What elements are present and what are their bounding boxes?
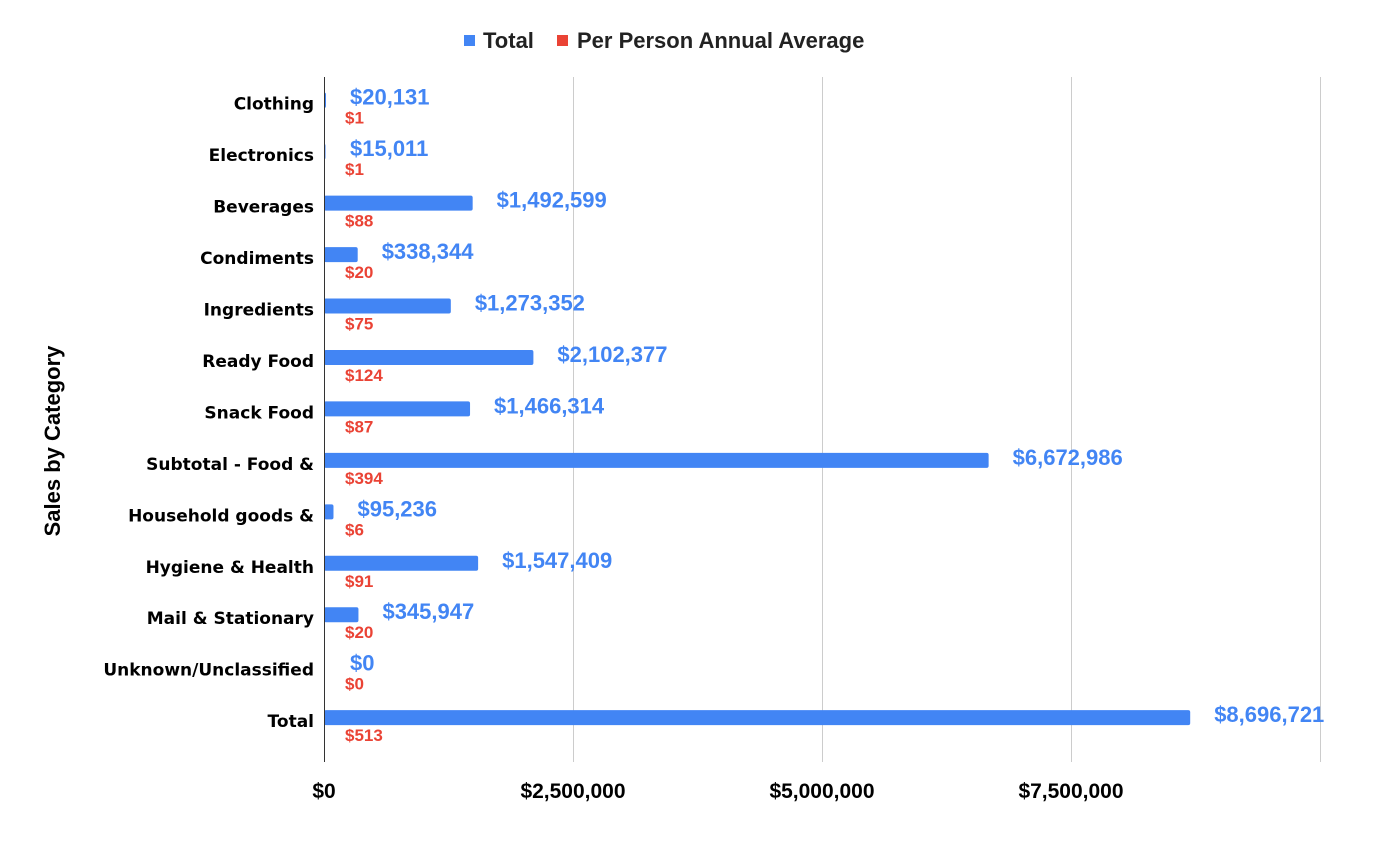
x-tick-label: $2,500,000 bbox=[520, 780, 625, 803]
data-label-per-person: $91 bbox=[345, 572, 373, 591]
data-label-per-person: $1 bbox=[345, 109, 364, 128]
bar-total bbox=[324, 401, 471, 417]
x-tick-labels: $0 $2,500,000 $5,000,000 $7,500,000 bbox=[312, 780, 1123, 803]
data-label-per-person: $1 bbox=[345, 160, 364, 179]
data-label-per-person: $75 bbox=[345, 315, 373, 334]
legend-label-total: Total bbox=[483, 28, 534, 53]
legend-label-per-person: Per Person Annual Average bbox=[577, 28, 864, 53]
category-labels: Clothing Electronics Beverages Condiments In… bbox=[103, 95, 314, 732]
data-label-per-person: $88 bbox=[345, 212, 373, 231]
data-label-per-person: $6 bbox=[345, 520, 364, 539]
category-label: Ready Food bbox=[202, 352, 314, 372]
category-label: Mail & Stationary bbox=[147, 609, 314, 629]
data-label-total: $1,273,352 bbox=[475, 291, 585, 316]
data-label-total: $1,466,314 bbox=[494, 393, 605, 418]
category-label: Beverages bbox=[213, 198, 314, 218]
data-label-total: $0 bbox=[350, 651, 374, 676]
bar-total bbox=[324, 452, 989, 468]
category-label: Clothing bbox=[234, 95, 314, 115]
data-label-per-person: $513 bbox=[345, 726, 383, 745]
bar-total bbox=[324, 555, 479, 571]
category-label: Total bbox=[268, 712, 314, 732]
bar-total bbox=[324, 247, 358, 263]
legend: Total Per Person Annual Average bbox=[464, 28, 864, 53]
legend-swatch-total bbox=[464, 35, 475, 46]
gridlines bbox=[573, 77, 1321, 762]
category-label: Electronics bbox=[209, 146, 314, 166]
bar-total bbox=[324, 298, 451, 314]
data-label-per-person: $87 bbox=[345, 417, 373, 436]
bars bbox=[324, 92, 1191, 726]
data-label-total: $1,492,599 bbox=[497, 188, 607, 213]
value-labels: $20,131$1$15,011$1$1,492,599$88$338,344$… bbox=[345, 85, 1324, 745]
category-label: Unknown/Unclassified bbox=[103, 661, 314, 681]
bar-total bbox=[324, 607, 359, 623]
category-label: Ingredients bbox=[204, 301, 314, 321]
bar-total bbox=[324, 710, 1191, 726]
bar-total bbox=[324, 195, 473, 211]
x-tick-label: $7,500,000 bbox=[1018, 780, 1123, 803]
category-label: Household goods & bbox=[128, 506, 314, 526]
data-label-per-person: $394 bbox=[345, 469, 383, 488]
x-tick-label: $5,000,000 bbox=[769, 780, 874, 803]
data-label-total: $95,236 bbox=[357, 496, 437, 521]
x-tick-label: $0 bbox=[312, 780, 335, 803]
y-axis-title: Sales by Category bbox=[40, 345, 65, 537]
data-label-total: $1,547,409 bbox=[502, 548, 612, 573]
data-label-total: $6,672,986 bbox=[1013, 445, 1123, 470]
data-label-total: $345,947 bbox=[382, 599, 474, 624]
data-label-total: $8,696,721 bbox=[1214, 702, 1324, 727]
data-label-total: $338,344 bbox=[382, 239, 475, 264]
data-label-per-person: $0 bbox=[345, 675, 364, 694]
data-label-per-person: $124 bbox=[345, 366, 383, 385]
data-label-total: $2,102,377 bbox=[557, 342, 667, 367]
data-label-per-person: $20 bbox=[345, 263, 373, 282]
category-label: Hygiene & Health bbox=[146, 558, 314, 578]
data-label-per-person: $20 bbox=[345, 623, 373, 642]
legend-swatch-per-person bbox=[557, 35, 568, 46]
bar-total bbox=[324, 349, 534, 365]
category-label: Snack Food bbox=[204, 403, 314, 423]
data-label-total: $15,011 bbox=[350, 136, 428, 161]
data-label-total: $20,131 bbox=[350, 85, 430, 110]
category-label: Subtotal - Food & bbox=[146, 455, 314, 475]
bar-total bbox=[324, 504, 334, 520]
category-label: Condiments bbox=[200, 249, 314, 269]
